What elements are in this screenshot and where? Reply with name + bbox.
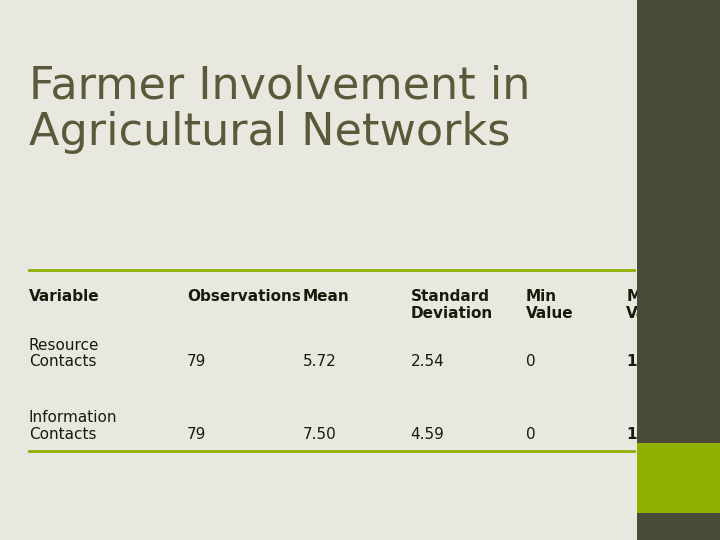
Text: Min
Value: Min Value bbox=[526, 289, 573, 321]
Text: Mean: Mean bbox=[302, 289, 349, 304]
Text: 11: 11 bbox=[626, 354, 647, 369]
Text: Standard
Deviation: Standard Deviation bbox=[410, 289, 492, 321]
Text: Observations: Observations bbox=[187, 289, 301, 304]
Text: 79: 79 bbox=[187, 427, 207, 442]
Text: 79: 79 bbox=[187, 354, 207, 369]
Text: Information: Information bbox=[29, 410, 117, 426]
Text: 2.54: 2.54 bbox=[410, 354, 444, 369]
Text: Contacts: Contacts bbox=[29, 427, 96, 442]
Text: Contacts: Contacts bbox=[29, 354, 96, 369]
Text: Max
Value: Max Value bbox=[626, 289, 674, 321]
Text: 7.50: 7.50 bbox=[302, 427, 336, 442]
Text: 18: 18 bbox=[626, 427, 647, 442]
Text: Resource: Resource bbox=[29, 338, 99, 353]
Text: Variable: Variable bbox=[29, 289, 99, 304]
Text: 0: 0 bbox=[526, 354, 535, 369]
Text: 0: 0 bbox=[526, 427, 535, 442]
Text: 5.72: 5.72 bbox=[302, 354, 336, 369]
Text: 4.59: 4.59 bbox=[410, 427, 444, 442]
Text: Farmer Involvement in
Agricultural Networks: Farmer Involvement in Agricultural Netwo… bbox=[29, 65, 530, 154]
